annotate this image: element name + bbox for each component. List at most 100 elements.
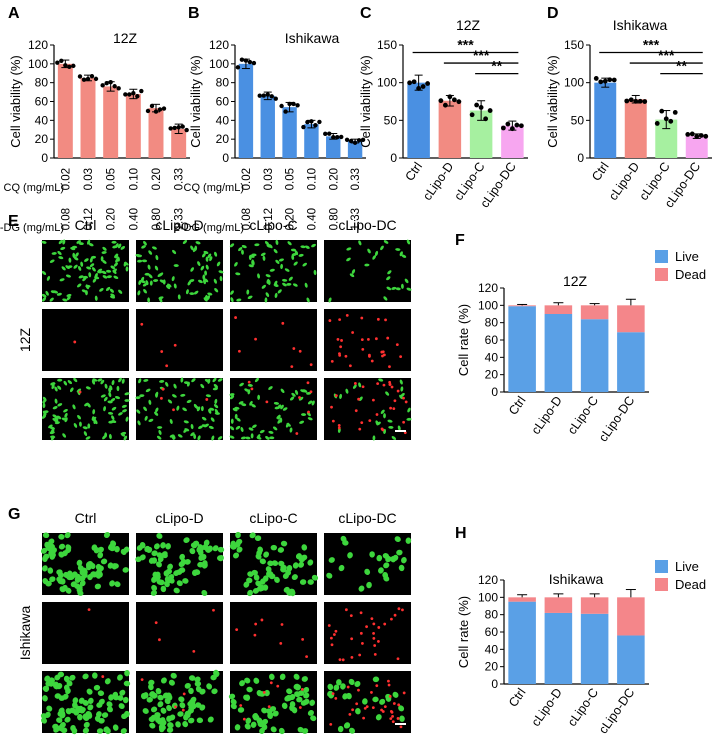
- cell-dead: [404, 400, 408, 404]
- cell-live: [358, 382, 362, 388]
- cell-live: [354, 681, 361, 688]
- B-2dg-tick-label: 1.33: [350, 208, 362, 230]
- cell-live: [184, 682, 191, 689]
- B-data-point: [348, 138, 354, 144]
- cell-live: [155, 392, 158, 398]
- cell-dead: [396, 717, 400, 720]
- grid-G-column-label: Ctrl: [75, 510, 97, 526]
- cell-live: [110, 540, 117, 547]
- cell-live: [103, 532, 111, 538]
- cell-live: [200, 554, 207, 561]
- cell-dead: [387, 679, 390, 683]
- H-x-tick-label: cLipo-DC: [596, 686, 637, 737]
- cell-live: [289, 705, 295, 712]
- cell-live: [269, 673, 275, 681]
- scale-bar: [395, 723, 406, 725]
- cell-live: [116, 385, 120, 392]
- cell-live: [249, 400, 253, 406]
- D-title: Ishikawa: [613, 17, 668, 33]
- cell-live: [216, 261, 221, 267]
- cell-dead: [349, 614, 353, 618]
- C-data-point: [438, 98, 444, 104]
- panel-letter-H: H: [455, 525, 467, 542]
- B-data-point: [291, 101, 296, 107]
- micrograph-G: [40, 532, 130, 596]
- cell-dead: [393, 613, 397, 617]
- cell-live: [62, 239, 66, 245]
- cell-live: [310, 715, 317, 722]
- cell-live: [172, 394, 177, 398]
- cell-live: [254, 243, 260, 247]
- cell-live: [236, 417, 241, 422]
- cell-dead: [373, 644, 377, 647]
- cell-live: [232, 408, 238, 412]
- cell-dead: [396, 389, 400, 393]
- cell-live: [158, 429, 162, 435]
- H-y-tick-label: 100: [478, 590, 498, 604]
- C-y-tick-label: 50: [384, 113, 398, 127]
- cell-live: [49, 576, 56, 583]
- cell-live: [406, 417, 412, 421]
- cell-live: [347, 552, 353, 559]
- micrograph-background: [42, 602, 129, 664]
- cell-live: [230, 698, 237, 705]
- cell-live: [114, 545, 120, 553]
- H-legend-swatch-live: [655, 560, 668, 573]
- cell-dead: [391, 714, 394, 718]
- cell-live: [104, 383, 108, 389]
- cell-live: [182, 578, 189, 584]
- cell-dead: [340, 339, 343, 342]
- cell-live: [399, 251, 403, 257]
- cell-live: [57, 385, 62, 390]
- B-title: Ishikawa: [285, 30, 340, 46]
- cell-live: [268, 430, 274, 434]
- cell-live: [120, 728, 127, 734]
- cell-live: [281, 702, 288, 709]
- cell-live: [72, 702, 78, 709]
- cell-live: [236, 298, 242, 302]
- cell-live: [69, 674, 76, 681]
- cell-live: [146, 696, 153, 703]
- cell-live: [56, 415, 62, 420]
- cell-live: [125, 416, 129, 422]
- cell-dead: [390, 385, 394, 389]
- cell-live: [346, 257, 351, 262]
- cell-live: [171, 276, 175, 282]
- cell-live: [229, 243, 235, 248]
- cell-live: [217, 378, 223, 382]
- cell-dead: [160, 396, 163, 400]
- micrograph-E: [135, 377, 223, 441]
- cell-live: [101, 270, 107, 275]
- cell-live: [238, 246, 243, 252]
- cell-dead: [329, 636, 333, 640]
- cell-live: [49, 549, 56, 556]
- cell-live: [300, 245, 306, 249]
- cell-live: [105, 269, 112, 273]
- cell-live: [328, 557, 335, 563]
- C-data-point: [518, 123, 524, 129]
- cell-live: [328, 297, 332, 303]
- cell-dead: [350, 656, 354, 659]
- cell-live: [239, 680, 245, 687]
- B-bar: [260, 95, 275, 158]
- A-data-point: [104, 81, 109, 86]
- A-bar: [125, 93, 141, 158]
- cell-live: [292, 562, 299, 569]
- cell-live: [265, 436, 270, 440]
- A-cq-tick-label: 0.33: [174, 168, 186, 190]
- H-y-tick-label: 0: [491, 677, 498, 691]
- cell-live: [68, 257, 72, 263]
- cell-live: [154, 411, 159, 416]
- cell-live: [302, 389, 308, 393]
- cell-live: [256, 718, 263, 725]
- cell-dead: [391, 720, 395, 723]
- cell-live: [79, 580, 86, 587]
- cell-dead: [382, 383, 386, 387]
- cell-live: [103, 726, 110, 733]
- cell-live: [117, 695, 124, 701]
- cell-live: [208, 425, 214, 430]
- cell-dead: [386, 336, 390, 340]
- cell-live: [201, 589, 208, 597]
- cell-live: [42, 532, 50, 539]
